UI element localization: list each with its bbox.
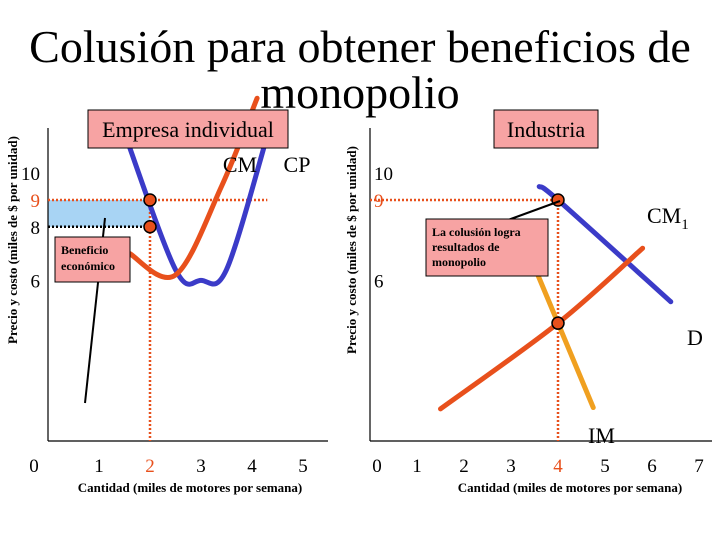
cp-curve-label: CP xyxy=(284,152,311,177)
x-tick-label: 0 xyxy=(29,456,39,477)
x-tick-label: 0 xyxy=(372,456,382,477)
slide-title: Colusión para obtener beneficios de mono… xyxy=(29,21,691,118)
im-curve-label: IM xyxy=(588,423,615,448)
right-panel-industry: 6 9 10 0 1 2 3 4 5 6 7 CM1 D IM La colusión lograresul… xyxy=(344,109,712,495)
profit-area xyxy=(48,200,150,227)
callout-text-line: monopolio xyxy=(432,255,486,269)
x-tick-label: 6 xyxy=(647,456,657,477)
demand-curve xyxy=(536,184,674,305)
callout-pointer xyxy=(507,200,561,221)
title-line-1: Colusión para obtener beneficios de xyxy=(29,21,691,72)
y-tick-label: 8 xyxy=(31,218,41,239)
y-tick-label: 9 xyxy=(31,191,41,212)
cm1-subscript: 1 xyxy=(681,217,689,233)
x-tick-label: 1 xyxy=(412,456,422,477)
cp-curve xyxy=(122,130,270,287)
left-panel-firm: 6 8 9 10 0 1 2 3 4 5 CM CP Beneficio económico Empresa… xyxy=(5,95,328,495)
x-tick-label: 3 xyxy=(196,456,206,477)
panel-title-box xyxy=(493,109,599,149)
cm-curve-label: CM xyxy=(223,152,257,177)
x-tick-label: 2 xyxy=(459,456,469,477)
x-axis-title: Cantidad (miles de motores por semana) xyxy=(78,480,303,495)
y-tick-label: 6 xyxy=(31,271,41,292)
x-tick-label: 5 xyxy=(298,456,308,477)
im-curve xyxy=(532,264,596,411)
x-tick-label: 4 xyxy=(553,456,563,477)
y-tick-label: 10 xyxy=(21,164,40,185)
panel-title: Empresa individual xyxy=(102,117,274,142)
cm1-curve-label: CM1 xyxy=(647,203,689,233)
title-line-2: monopolio xyxy=(260,67,459,118)
panel-title-box xyxy=(87,109,289,149)
x-tick-label: 4 xyxy=(247,456,257,477)
x-tick-label: 2 xyxy=(145,456,155,477)
x-tick-label: 1 xyxy=(94,456,104,477)
equilibrium-point xyxy=(143,193,157,207)
panel-title: Industria xyxy=(507,117,585,142)
callout-box xyxy=(54,236,131,283)
equilibrium-point xyxy=(143,220,157,234)
demand-curve-label: D xyxy=(687,325,703,350)
callout-text-line: económico xyxy=(61,259,115,273)
equilibrium-point xyxy=(551,316,565,330)
x-tick-label: 5 xyxy=(600,456,610,477)
callout-box xyxy=(425,218,549,277)
y-tick-label: 9 xyxy=(374,191,384,212)
x-tick-label: 7 xyxy=(694,456,704,477)
callout-text-line: resultados de xyxy=(432,240,500,254)
x-tick-label: 3 xyxy=(506,456,516,477)
x-axis-title: Cantidad (miles de motores por semana) xyxy=(458,480,683,495)
y-axis-title: Precio y costo (miles de $ por unidad) xyxy=(344,146,359,354)
callout-text-line: Beneficio xyxy=(61,243,108,257)
y-tick-label: 6 xyxy=(374,271,384,292)
y-axis-title: Precio y costo (miles de $ por unidad) xyxy=(5,136,20,344)
callout-text-line: La colusión logra xyxy=(432,225,521,239)
y-tick-label: 10 xyxy=(374,164,393,185)
